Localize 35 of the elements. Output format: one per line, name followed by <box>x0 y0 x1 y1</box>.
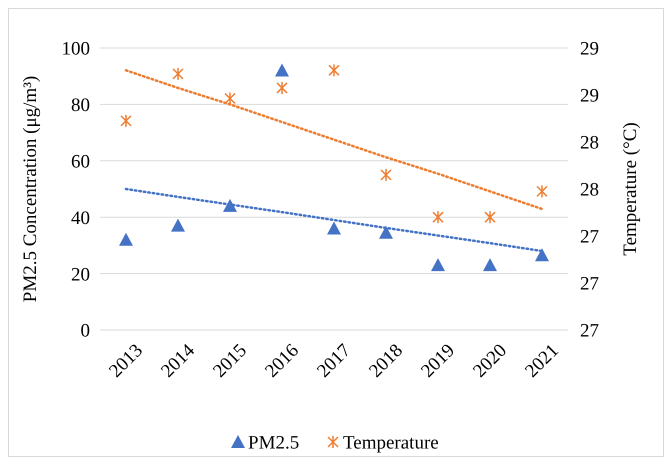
point <box>536 184 548 198</box>
y2-tick-label: 29 <box>580 86 599 107</box>
point <box>432 210 444 224</box>
y-axis-title: PM2.5 Concentration (μg/m³) <box>20 76 41 302</box>
line-series <box>124 69 544 210</box>
y2-tick-label: 27 <box>580 320 599 342</box>
point <box>172 67 184 81</box>
point <box>379 226 393 239</box>
y2-tick-label: 29 <box>580 38 599 60</box>
point <box>275 64 289 77</box>
y-tick-label: 0 <box>80 320 90 342</box>
point <box>484 210 496 224</box>
point <box>120 114 132 128</box>
point <box>171 218 185 232</box>
y2-tick-label: 27 <box>580 274 599 295</box>
point <box>276 81 288 95</box>
y2-tick-label: 28 <box>580 132 599 154</box>
legend-label: PM2.5 <box>248 432 300 454</box>
y2-axis-title: Temperature (°C) <box>620 122 641 256</box>
point <box>327 221 341 234</box>
legend-label: Temperature <box>343 432 439 454</box>
point <box>119 232 133 246</box>
y2-tick-label: 28 <box>580 180 599 201</box>
y-tick-label: 20 <box>71 264 90 286</box>
y-tick-label: 80 <box>71 95 90 116</box>
point <box>380 168 392 182</box>
point <box>224 92 236 106</box>
y-tick-label: 100 <box>62 38 90 60</box>
point <box>431 258 445 272</box>
y2-tick-label: 27 <box>580 226 599 248</box>
y-tick-label: 40 <box>71 208 90 229</box>
y-tick-label: 60 <box>71 151 90 172</box>
point <box>535 248 549 262</box>
point <box>328 64 340 78</box>
point <box>483 258 497 272</box>
